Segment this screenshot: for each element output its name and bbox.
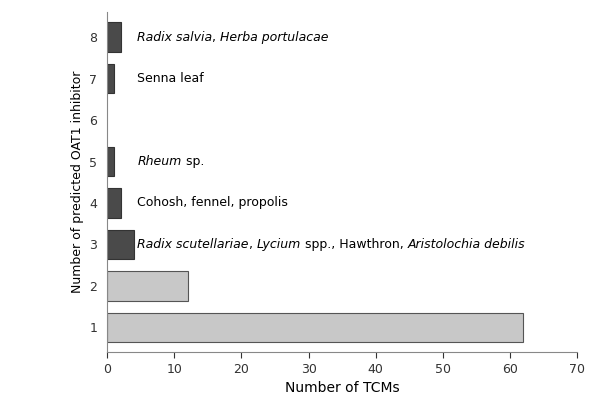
Text: Radix salvia: Radix salvia <box>137 30 212 44</box>
Text: Herba portulacae: Herba portulacae <box>220 30 329 44</box>
Bar <box>107 313 524 342</box>
Bar <box>107 147 114 177</box>
Bar <box>107 188 121 218</box>
Text: Lycium: Lycium <box>257 238 301 251</box>
Bar <box>107 22 121 52</box>
Text: Aristolochia debilis: Aristolochia debilis <box>408 238 525 251</box>
Bar <box>107 64 114 94</box>
X-axis label: Number of TCMs: Number of TCMs <box>285 382 399 395</box>
Text: sp.: sp. <box>181 155 204 168</box>
Text: Senna leaf: Senna leaf <box>137 72 204 85</box>
Bar <box>107 271 187 301</box>
Text: Rheum: Rheum <box>137 155 181 168</box>
Text: Radix scutellariae: Radix scutellariae <box>137 238 249 251</box>
Text: ,: , <box>212 30 220 44</box>
Text: Cohosh, fennel, propolis: Cohosh, fennel, propolis <box>137 196 288 209</box>
Y-axis label: Number of predicted OAT1 inhibitor: Number of predicted OAT1 inhibitor <box>71 71 84 294</box>
Bar <box>107 230 134 260</box>
Text: spp., Hawthron,: spp., Hawthron, <box>301 238 408 251</box>
Text: ,: , <box>249 238 257 251</box>
